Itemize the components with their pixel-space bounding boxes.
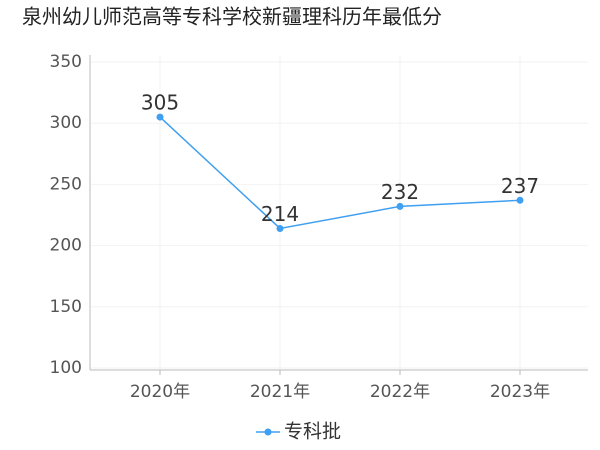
data-point	[396, 202, 404, 210]
data-point	[276, 224, 284, 232]
x-tick-label: 2023年	[490, 382, 550, 402]
value-label: 237	[501, 174, 539, 198]
x-tick-label: 2022年	[370, 382, 430, 402]
y-tick-label: 250	[50, 174, 82, 194]
legend-label: 专科批	[284, 421, 341, 443]
value-label: 232	[381, 180, 419, 204]
chart-title: 泉州幼儿师范高等专科学校新疆理科历年最低分	[22, 5, 442, 29]
y-tick-label: 150	[50, 297, 82, 317]
y-tick-label: 200	[50, 236, 82, 256]
legend-marker	[264, 428, 272, 436]
value-label: 214	[261, 202, 299, 226]
x-tick-label: 2021年	[250, 382, 310, 402]
series-line	[159, 116, 521, 230]
y-tick-label: 300	[50, 113, 82, 133]
x-tick-label: 2020年	[130, 382, 190, 402]
y-tick-label: 350	[50, 52, 82, 72]
y-tick-label: 100	[50, 358, 82, 378]
data-point	[156, 113, 164, 121]
value-label: 305	[141, 91, 179, 115]
data-point	[516, 196, 524, 204]
